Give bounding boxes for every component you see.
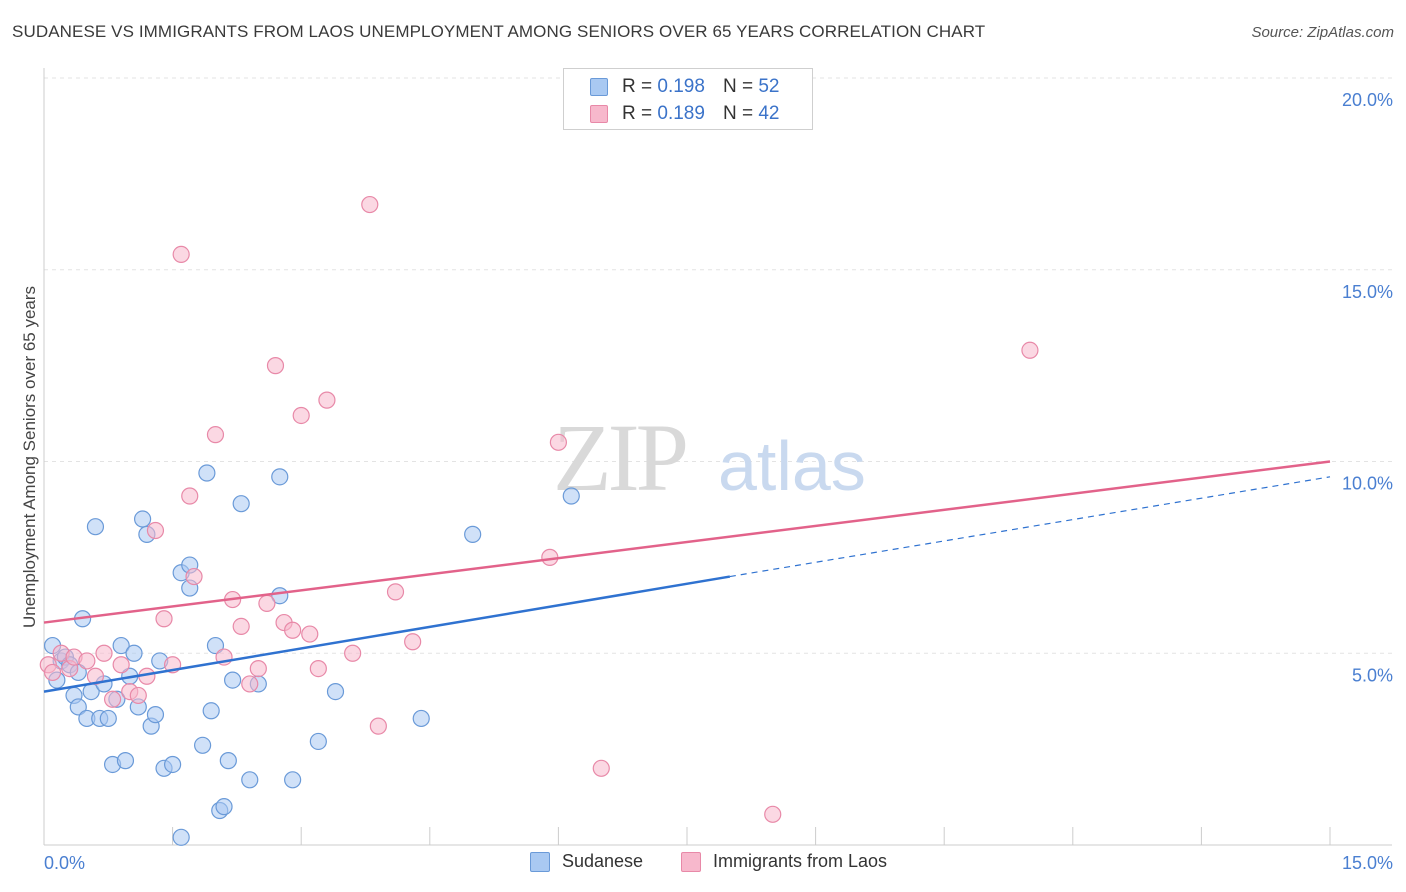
laos-point [361,195,379,214]
sudanese-point [224,671,242,689]
sudanese-point [202,702,220,720]
r-value: 0.189 [657,103,705,124]
legend-row-laos: R = 0.189 N = 42 [590,102,779,126]
laos-trend-line [43,460,1331,624]
sudanese-point [271,468,289,486]
laos-swatch [681,851,701,872]
grid-lines [44,77,1392,654]
legend-stats: R = 0.198 N = 52 R = 0.189 N = 42 [563,68,813,130]
sudanese-point [116,752,135,770]
laos-point [155,610,173,628]
sudanese-point [133,510,152,528]
sudanese-point [112,636,130,655]
trend-lines [43,460,1331,693]
sudanese-point [232,495,250,513]
laos-point [309,659,327,678]
laos-point [86,667,105,685]
sudanese-point [172,828,190,846]
laos-point [258,594,276,612]
r-label: R = [622,76,653,97]
sudanese-point [464,525,482,543]
axes [43,68,1392,846]
sudanese-point [86,518,105,536]
laos-point [344,644,362,662]
sudanese-trend-line [43,575,731,693]
laos-point [43,663,62,682]
x-tick-label: 15.0% [1342,853,1393,873]
sudanese-point [412,709,430,728]
sudanese-points [43,464,580,846]
y-tick-label: 15.0% [1342,282,1393,302]
laos-point [284,621,302,639]
laos-point [301,625,319,643]
sudanese-point [562,487,580,505]
laos-point [146,521,165,540]
laos-point [206,426,225,444]
laos-point [386,583,405,601]
source-label: Source: ZipAtlas.com [1251,24,1394,41]
laos-points [39,195,1039,823]
laos-point [764,805,782,823]
laos-point [103,690,122,708]
sudanese-point [69,698,87,716]
laos-point [241,675,259,693]
laos-point [95,644,113,662]
laos-point [369,717,387,735]
laos-point [249,659,267,678]
legend-item-sudanese[interactable]: Sudanese [530,851,643,872]
x-tick-label: 0.0% [44,853,85,873]
r-value: 0.198 [657,76,705,97]
laos-point [549,433,568,451]
sudanese-point [125,644,143,662]
sudanese-point [241,771,259,789]
sudanese-point [206,636,225,655]
sudanese-trend-extension [729,476,1331,578]
sudanese-point [164,755,182,774]
laos-point [318,391,336,409]
laos-point [181,487,199,505]
laos-point [592,759,610,777]
n-value: 42 [758,103,780,124]
laos-point [232,617,250,636]
r-label: R = [622,103,653,124]
sudanese-point [326,682,345,701]
tick-labels: 5.0% 10.0% 15.0% 20.0% 0.0% 15.0% [44,90,1393,873]
legend-row-sudanese: R = 0.198 N = 52 [590,75,779,99]
laos-point [292,406,310,425]
n-label: N = [722,103,754,124]
sudanese-swatch [530,851,550,872]
legend-label: Immigrants from Laos [713,851,888,871]
laos-point [172,245,190,264]
y-tick-label: 5.0% [1352,665,1393,685]
watermark-atlas: atlas [718,427,866,505]
watermark: ZIP atlas [553,404,866,511]
laos-swatch [590,105,608,123]
n-label: N = [722,76,754,97]
legend-label: Sudanese [562,851,644,871]
sudanese-swatch [590,78,608,96]
sudanese-point [219,752,237,770]
n-value: 52 [758,76,780,97]
laos-point [112,656,130,674]
laos-point [185,567,203,586]
sudanese-point [284,771,302,789]
sudanese-point [198,464,216,482]
sudanese-point [215,798,233,816]
y-tick-label: 20.0% [1342,90,1393,110]
sudanese-point [194,736,212,754]
sudanese-point [146,706,165,724]
laos-point [404,633,422,651]
laos-point [78,652,96,670]
laos-point [129,686,147,705]
laos-point [266,357,285,375]
sudanese-point [309,732,327,751]
y-tick-label: 10.0% [1342,474,1393,494]
legend-series: Sudanese Immigrants from Laos [0,851,1406,877]
chart-title: SUDANESE VS IMMIGRANTS FROM LAOS UNEMPLO… [12,22,986,41]
laos-point [1021,341,1039,359]
sudanese-point [99,709,117,728]
legend-item-laos[interactable]: Immigrants from Laos [681,851,887,872]
